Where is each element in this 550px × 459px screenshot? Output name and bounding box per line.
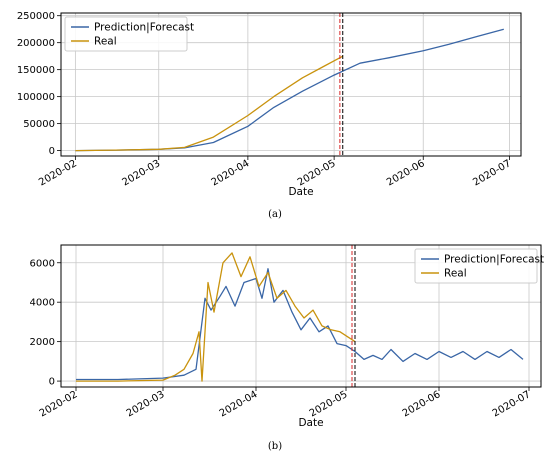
x-tick-label: 2020-07 (471, 158, 513, 188)
caption-b: (b) (268, 441, 282, 452)
legend-box (414, 248, 538, 284)
series-line-prediction (76, 268, 524, 381)
x-tick-label: 2020-06 (385, 158, 427, 188)
series-line-real (76, 252, 356, 382)
x-tick-label: 2020-04 (218, 389, 260, 419)
chart-panel-a: 0 50000 100000 150000 200000 250000 2020-02 202… (17, 11, 522, 198)
y-tick-label: 200000 (17, 38, 55, 49)
legend: Prediction|Forecast Real (414, 248, 544, 284)
x-tick-label: 2020-06 (401, 389, 443, 419)
x-tick-label: 2020-04 (210, 158, 252, 188)
x-tick-label: 2020-07 (491, 389, 533, 419)
x-tick-label: 2020-02 (38, 389, 80, 419)
y-tick-label: 4000 (30, 298, 55, 309)
legend-label-real: Real (94, 36, 117, 48)
y-tick-label: 100000 (17, 92, 55, 103)
legend: Prediction|Forecast Real (64, 16, 194, 52)
legend-label-real: Real (444, 268, 467, 280)
y-tick-label: 0 (49, 146, 55, 157)
caption-a: (a) (268, 209, 282, 220)
x-axis-label: Date (288, 186, 313, 198)
x-tick-label: 2020-05 (308, 389, 350, 419)
x-tick-label: 2020-05 (296, 158, 338, 188)
y-tick-label: 0 (49, 377, 55, 388)
chart-panel-b: 0 2000 4000 6000 2020-02 2020-03 2020-04 2020-0… (30, 244, 544, 429)
y-tick-label: 150000 (17, 65, 55, 76)
legend-label-prediction: Prediction|Forecast (444, 254, 544, 266)
x-tick-label: 2020-02 (37, 158, 79, 188)
x-tick-label: 2020-03 (121, 158, 163, 188)
y-tick-label: 250000 (17, 11, 55, 22)
legend-label-prediction: Prediction|Forecast (94, 22, 194, 34)
plot-frame (60, 12, 522, 157)
y-tick-label: 50000 (23, 119, 55, 130)
series-line-real (75, 55, 344, 152)
plot-frame (60, 244, 542, 388)
y-tick-label: 2000 (30, 337, 55, 348)
x-axis-label: Date (298, 417, 323, 429)
legend-box (64, 16, 188, 52)
y-tick-label: 6000 (30, 258, 55, 269)
x-tick-label: 2020-03 (125, 389, 167, 419)
